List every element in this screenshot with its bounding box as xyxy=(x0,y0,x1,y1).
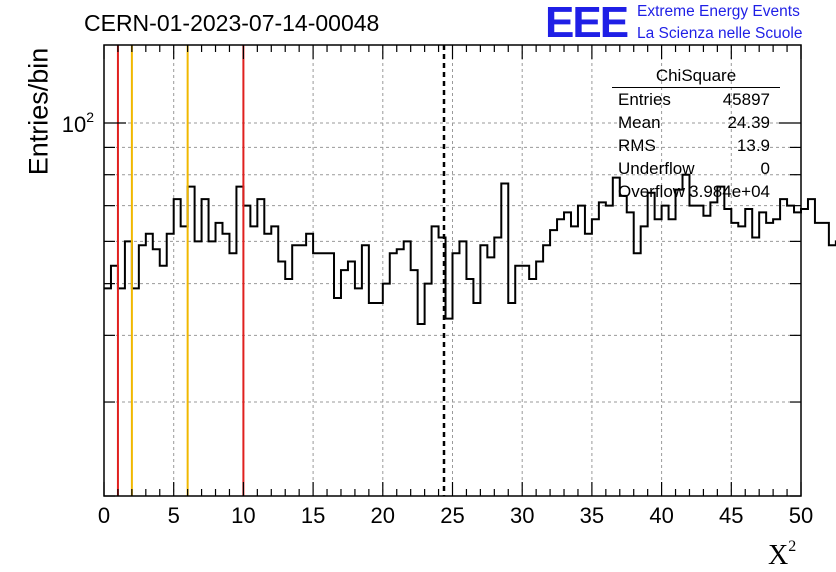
stats-row: Underflow 0 xyxy=(612,159,780,182)
x-axis-label: X2 xyxy=(768,538,796,572)
stats-key: RMS xyxy=(618,136,656,155)
stats-box: ChiSquare Entries 45897 Mean 24.39 RMS 13.9… xyxy=(612,66,780,205)
stats-row: RMS 13.9 xyxy=(612,136,780,159)
stats-value: 0 xyxy=(760,159,770,178)
histogram-series xyxy=(104,173,836,326)
y-tick-label: 102 xyxy=(62,109,94,137)
x-tick-label: 20 xyxy=(371,503,395,528)
stats-key: Entries xyxy=(618,90,671,109)
stats-value: 24.39 xyxy=(727,113,770,132)
x-tick-label: 30 xyxy=(510,503,534,528)
x-tick-label: 0 xyxy=(98,503,110,528)
x-tick-label: 15 xyxy=(301,503,325,528)
stats-row: Mean 24.39 xyxy=(612,113,780,136)
stats-value: 3.984e+04 xyxy=(689,182,770,201)
plot-title: CERN-01-2023-07-14-00048 xyxy=(84,10,380,36)
x-tick-label: 50 xyxy=(789,503,813,528)
logo-line-1: Extreme Energy Events xyxy=(637,3,800,20)
stats-row: Overflow 3.984e+04 xyxy=(612,182,780,205)
stats-value: 45897 xyxy=(722,90,770,109)
logo-line-2: La Scienza nelle Scuole xyxy=(637,25,803,42)
eee-logo: EEE xyxy=(545,0,629,47)
x-tick-label: 35 xyxy=(580,503,604,528)
x-tick-label: 45 xyxy=(719,503,743,528)
stats-key: Overflow xyxy=(618,182,686,201)
x-tick-label: 40 xyxy=(649,503,673,528)
x-tick-label: 5 xyxy=(168,503,180,528)
x-tick-label: 10 xyxy=(231,503,255,528)
stats-key: Mean xyxy=(618,113,661,132)
x-axis-label-base: X xyxy=(768,540,789,571)
x-tick-label: 25 xyxy=(440,503,464,528)
stats-value: 13.9 xyxy=(736,136,770,155)
stats-title: ChiSquare xyxy=(612,66,780,88)
x-axis-label-superscript: 2 xyxy=(788,538,797,555)
stats-row: Entries 45897 xyxy=(612,90,780,113)
stats-key: Underflow xyxy=(618,159,695,178)
